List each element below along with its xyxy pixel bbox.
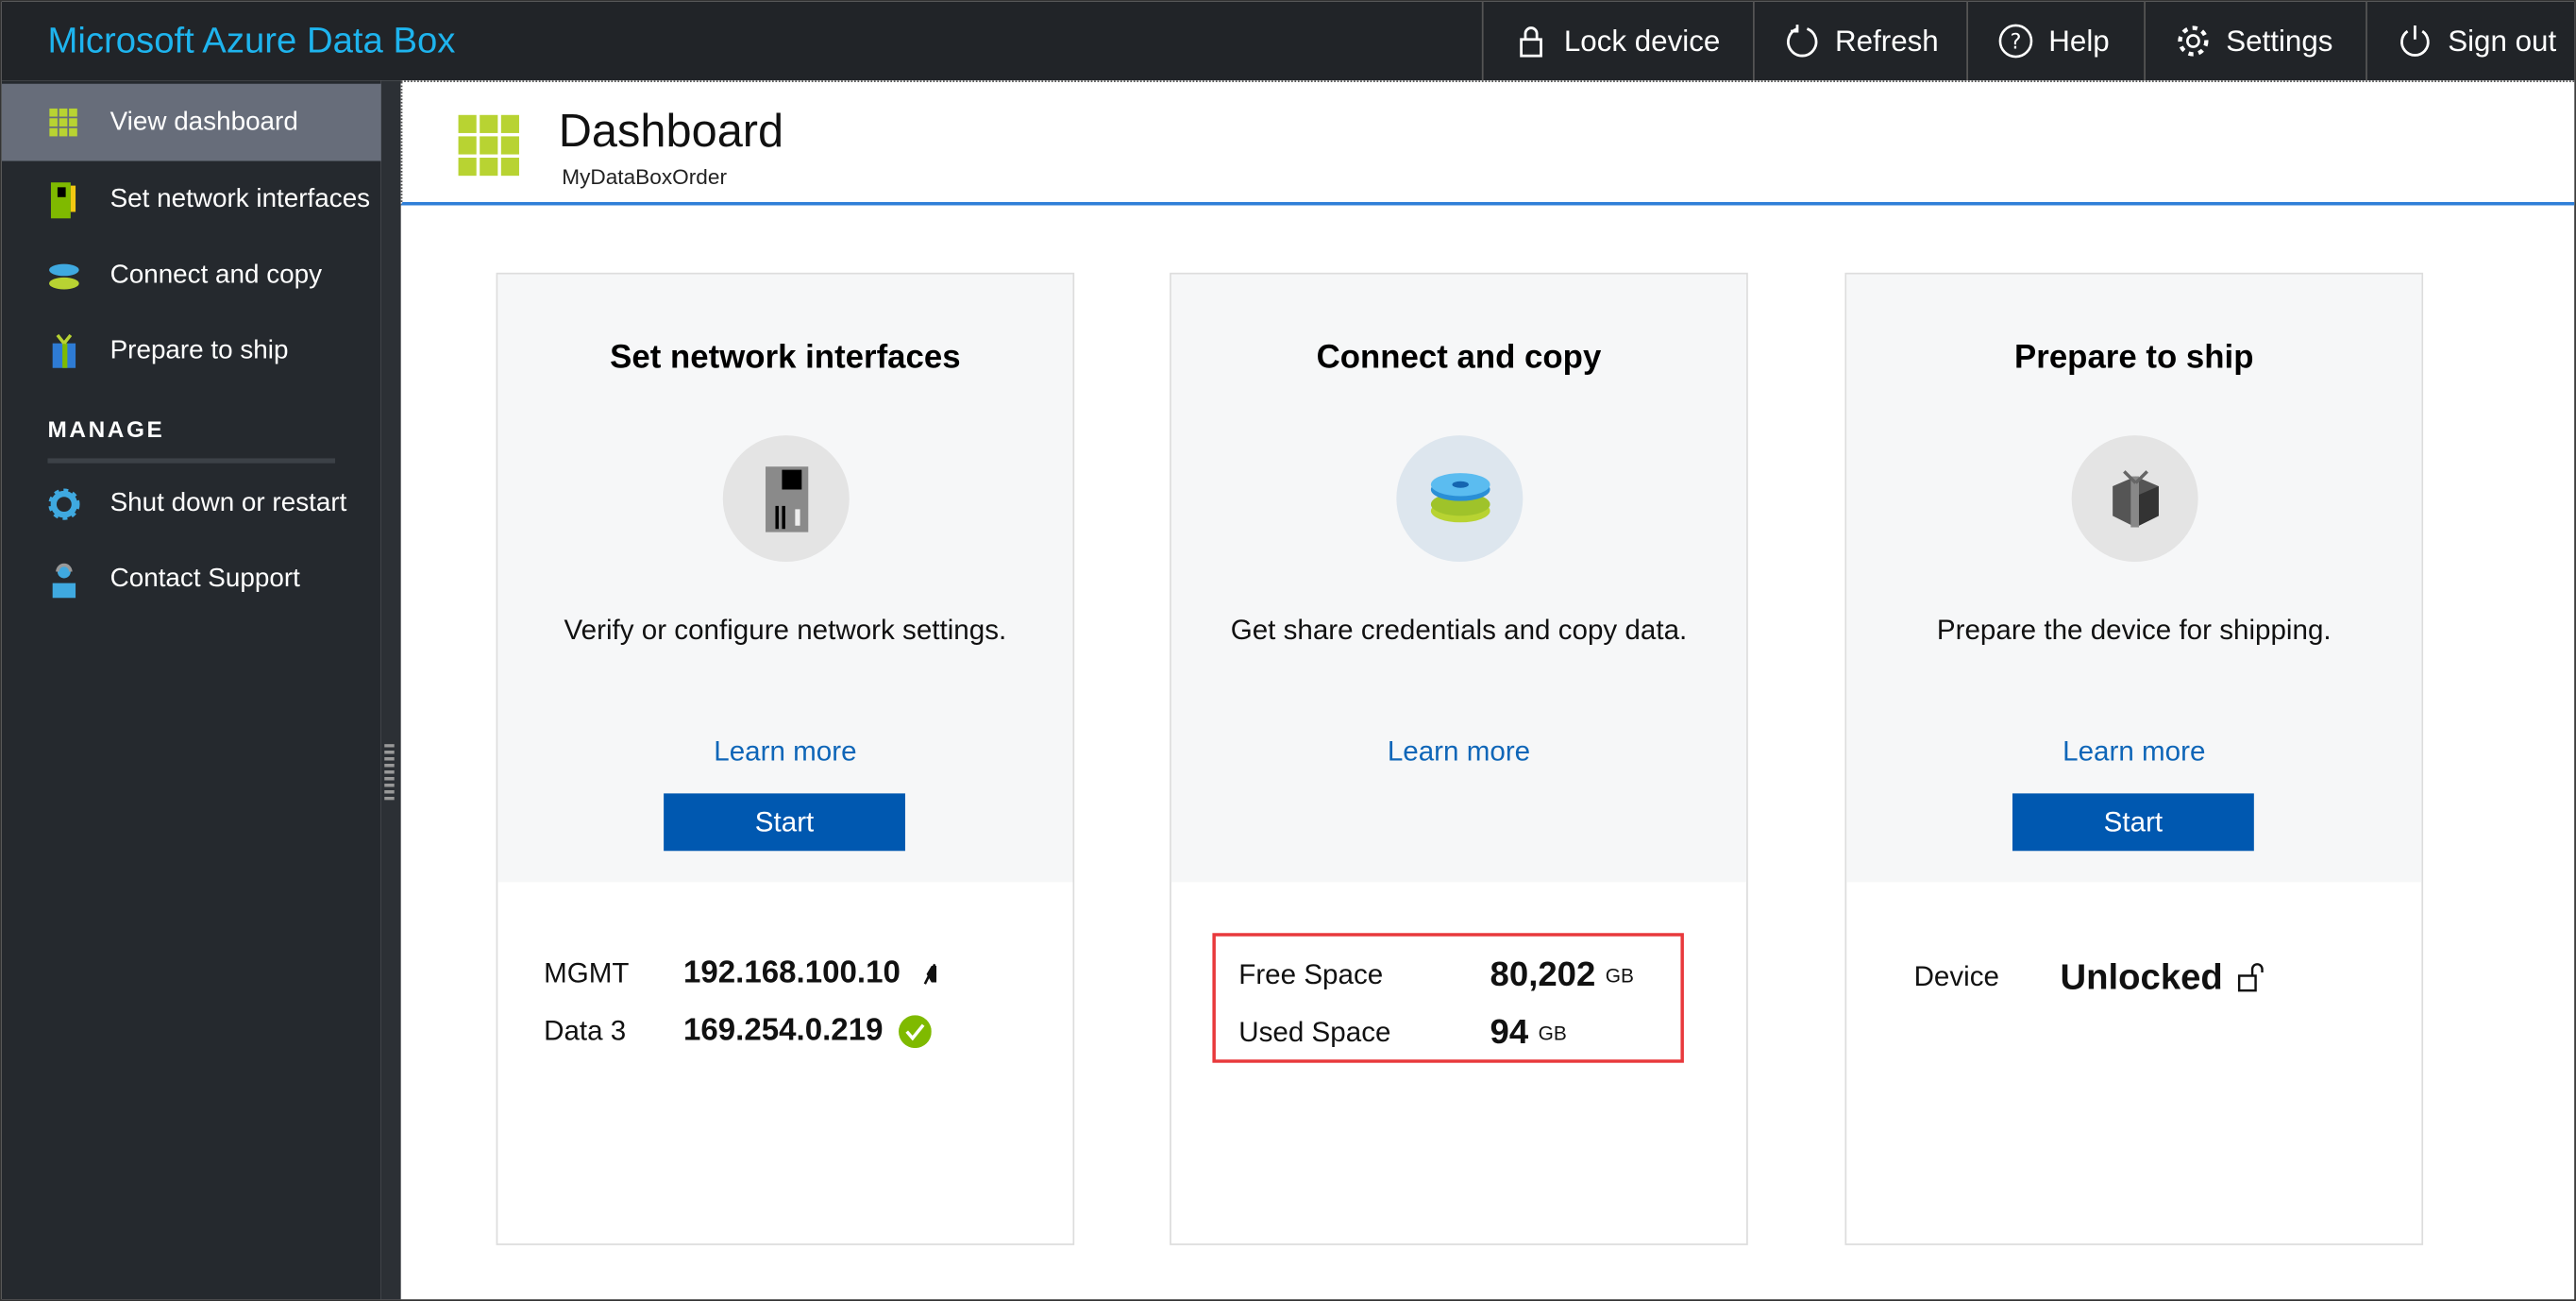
page-subtitle: MyDataBoxOrder xyxy=(562,163,727,190)
sidebar-resize-strip xyxy=(380,80,401,1300)
card-title: Set network interfaces xyxy=(610,340,961,377)
top-bar: Microsoft Azure Data Box Lock device Ref… xyxy=(1,1,2575,81)
sidebar-item-view-dashboard[interactable]: View dashboard xyxy=(1,83,381,161)
card-title: Connect and copy xyxy=(1316,340,1602,377)
power-icon xyxy=(2400,25,2430,57)
refresh-label: Refresh xyxy=(1835,24,1939,58)
sign-out-label: Sign out xyxy=(2448,24,2557,58)
network-card-icon xyxy=(722,435,850,563)
support-person-icon xyxy=(47,562,80,599)
sidebar-item-connect-and-copy[interactable]: Connect and copy xyxy=(2,238,381,313)
card-description: Verify or configure network settings. xyxy=(564,614,1007,646)
refresh-icon xyxy=(1787,25,1818,58)
used-space-label: Used Space xyxy=(1238,1016,1391,1049)
manage-section-heading: MANAGE xyxy=(47,415,165,443)
page-title: Dashboard xyxy=(558,105,784,157)
card-description: Prepare the device for shipping. xyxy=(1936,614,2332,646)
free-space-row: Free Space 80,202 GB xyxy=(1238,956,1634,996)
device-row: Device Unlocked xyxy=(1914,956,2267,999)
free-space-value: 80,202 xyxy=(1490,955,1596,994)
disk-stack-icon xyxy=(1396,435,1524,563)
free-space-label: Free Space xyxy=(1238,959,1384,991)
dashboard-grid-icon xyxy=(458,114,519,177)
sidebar-item-label: Contact Support xyxy=(109,565,300,594)
card-connect-and-copy: Connect and copy Get share credentials a… xyxy=(1170,272,1748,1245)
svg-text:?: ? xyxy=(2010,29,2021,54)
sidebar-item-label: Set network interfaces xyxy=(109,185,371,214)
gift-box-icon xyxy=(2071,435,2198,563)
start-button[interactable]: Start xyxy=(2012,793,2254,852)
card-title: Prepare to ship xyxy=(2014,340,2254,377)
device-label: Device xyxy=(1913,960,2000,992)
data3-row: Data 3 169.254.0.219 xyxy=(544,1014,931,1050)
free-space-unit: GB xyxy=(1605,964,1634,988)
highlight-box xyxy=(1212,933,1684,1063)
lock-device-button[interactable]: Lock device xyxy=(1481,1,1753,81)
sidebar-item-label: View dashboard xyxy=(109,107,298,136)
dashboard-grid-icon xyxy=(47,104,80,140)
sidebar-item-contact-support[interactable]: Contact Support xyxy=(2,542,381,617)
learn-more-link[interactable]: Learn more xyxy=(714,735,857,768)
refresh-button[interactable]: Refresh xyxy=(1753,1,1966,81)
interface-ip: 192.168.100.10 xyxy=(683,955,901,991)
settings-button[interactable]: Settings xyxy=(2144,1,2366,81)
divider xyxy=(47,458,336,464)
gear-icon xyxy=(2178,25,2209,57)
learn-more-link[interactable]: Learn more xyxy=(2062,735,2206,768)
gear-power-icon xyxy=(47,486,80,522)
network-card-icon xyxy=(47,182,80,219)
sign-out-button[interactable]: Sign out xyxy=(2366,1,2574,81)
used-space-row: Used Space 94 GB xyxy=(1238,1014,1567,1054)
connected-check-icon xyxy=(898,1015,931,1049)
used-space-value: 94 xyxy=(1490,1013,1529,1052)
sidebar-item-set-network-interfaces[interactable]: Set network interfaces xyxy=(2,162,381,238)
gift-box-icon xyxy=(47,333,80,369)
sidebar-item-label: Shut down or restart xyxy=(109,489,347,518)
disconnected-plug-icon xyxy=(918,963,937,985)
mgmt-row: MGMT 192.168.100.10 xyxy=(544,956,948,992)
sidebar-resize-handle[interactable] xyxy=(384,744,395,801)
sidebar: View dashboard Set network interfaces Co… xyxy=(1,80,381,1300)
device-status: Unlocked xyxy=(2060,955,2223,998)
unlock-icon xyxy=(2238,963,2264,992)
app-title: Microsoft Azure Data Box xyxy=(47,19,456,61)
lock-icon xyxy=(1520,26,1542,58)
help-button[interactable]: ? Help xyxy=(1966,1,2144,81)
interface-label: Data 3 xyxy=(544,1015,627,1047)
sidebar-item-shut-down-or-restart[interactable]: Shut down or restart xyxy=(2,466,381,542)
interface-label: MGMT xyxy=(544,957,630,989)
card-description: Get share credentials and copy data. xyxy=(1230,614,1688,646)
sidebar-item-label: Prepare to ship xyxy=(109,336,289,365)
page-header: Dashboard MyDataBoxOrder xyxy=(400,80,2575,206)
help-icon: ? xyxy=(1998,24,2033,59)
lock-device-label: Lock device xyxy=(1563,24,1721,58)
settings-label: Settings xyxy=(2226,24,2333,58)
help-label: Help xyxy=(2048,24,2110,58)
sidebar-item-label: Connect and copy xyxy=(109,261,323,290)
card-prepare-to-ship: Prepare to ship Prepare the device for s… xyxy=(1844,272,2424,1245)
used-space-unit: GB xyxy=(1538,1022,1567,1045)
learn-more-link[interactable]: Learn more xyxy=(1387,735,1531,768)
start-button[interactable]: Start xyxy=(664,793,905,852)
disk-stack-icon xyxy=(47,258,80,294)
card-set-network-interfaces: Set network interfaces Verify or configu… xyxy=(496,272,1075,1245)
interface-ip: 169.254.0.219 xyxy=(683,1013,884,1049)
sidebar-item-prepare-to-ship[interactable]: Prepare to ship xyxy=(2,313,381,389)
